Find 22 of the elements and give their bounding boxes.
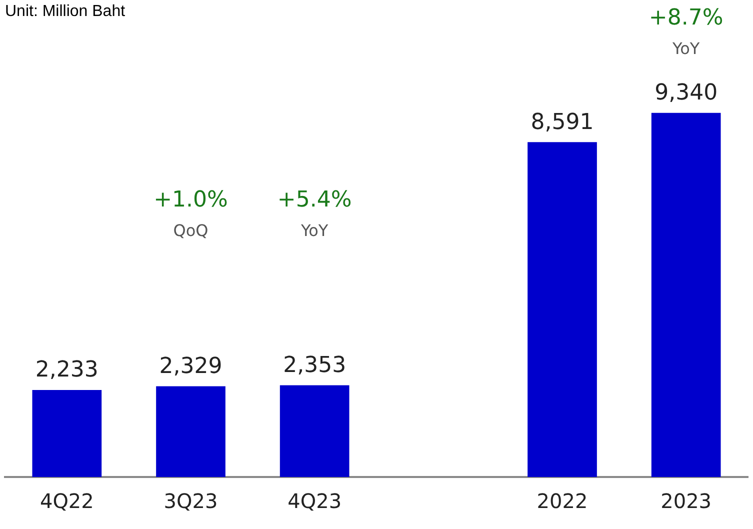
x-tick-label: 2022 bbox=[536, 489, 588, 514]
bar bbox=[280, 385, 350, 477]
data-label: 2,233 bbox=[35, 358, 98, 383]
annotation: +5.4% bbox=[277, 188, 352, 213]
text: +8.7% bbox=[648, 6, 724, 31]
bar bbox=[156, 386, 226, 477]
x-tick-label: 3Q23 bbox=[164, 489, 218, 514]
x-tick-label: 2023 bbox=[660, 489, 712, 514]
data-label: 8,591 bbox=[530, 110, 594, 135]
x-tick-label: 4Q22 bbox=[40, 489, 94, 514]
annotation: QoQ bbox=[173, 221, 208, 240]
bar bbox=[528, 142, 597, 477]
data-label: 2,353 bbox=[283, 353, 346, 378]
chart-title: Unit: Million Baht bbox=[5, 3, 126, 20]
data-label: 2,329 bbox=[159, 354, 222, 379]
annotation: +1.0% bbox=[154, 188, 228, 213]
x-tick-label: 4Q23 bbox=[288, 489, 342, 514]
bar bbox=[651, 112, 721, 477]
text: YoY bbox=[671, 39, 700, 58]
annotation: YoY bbox=[300, 221, 328, 240]
data-label: 9,340 bbox=[654, 80, 718, 106]
bar bbox=[32, 390, 102, 477]
